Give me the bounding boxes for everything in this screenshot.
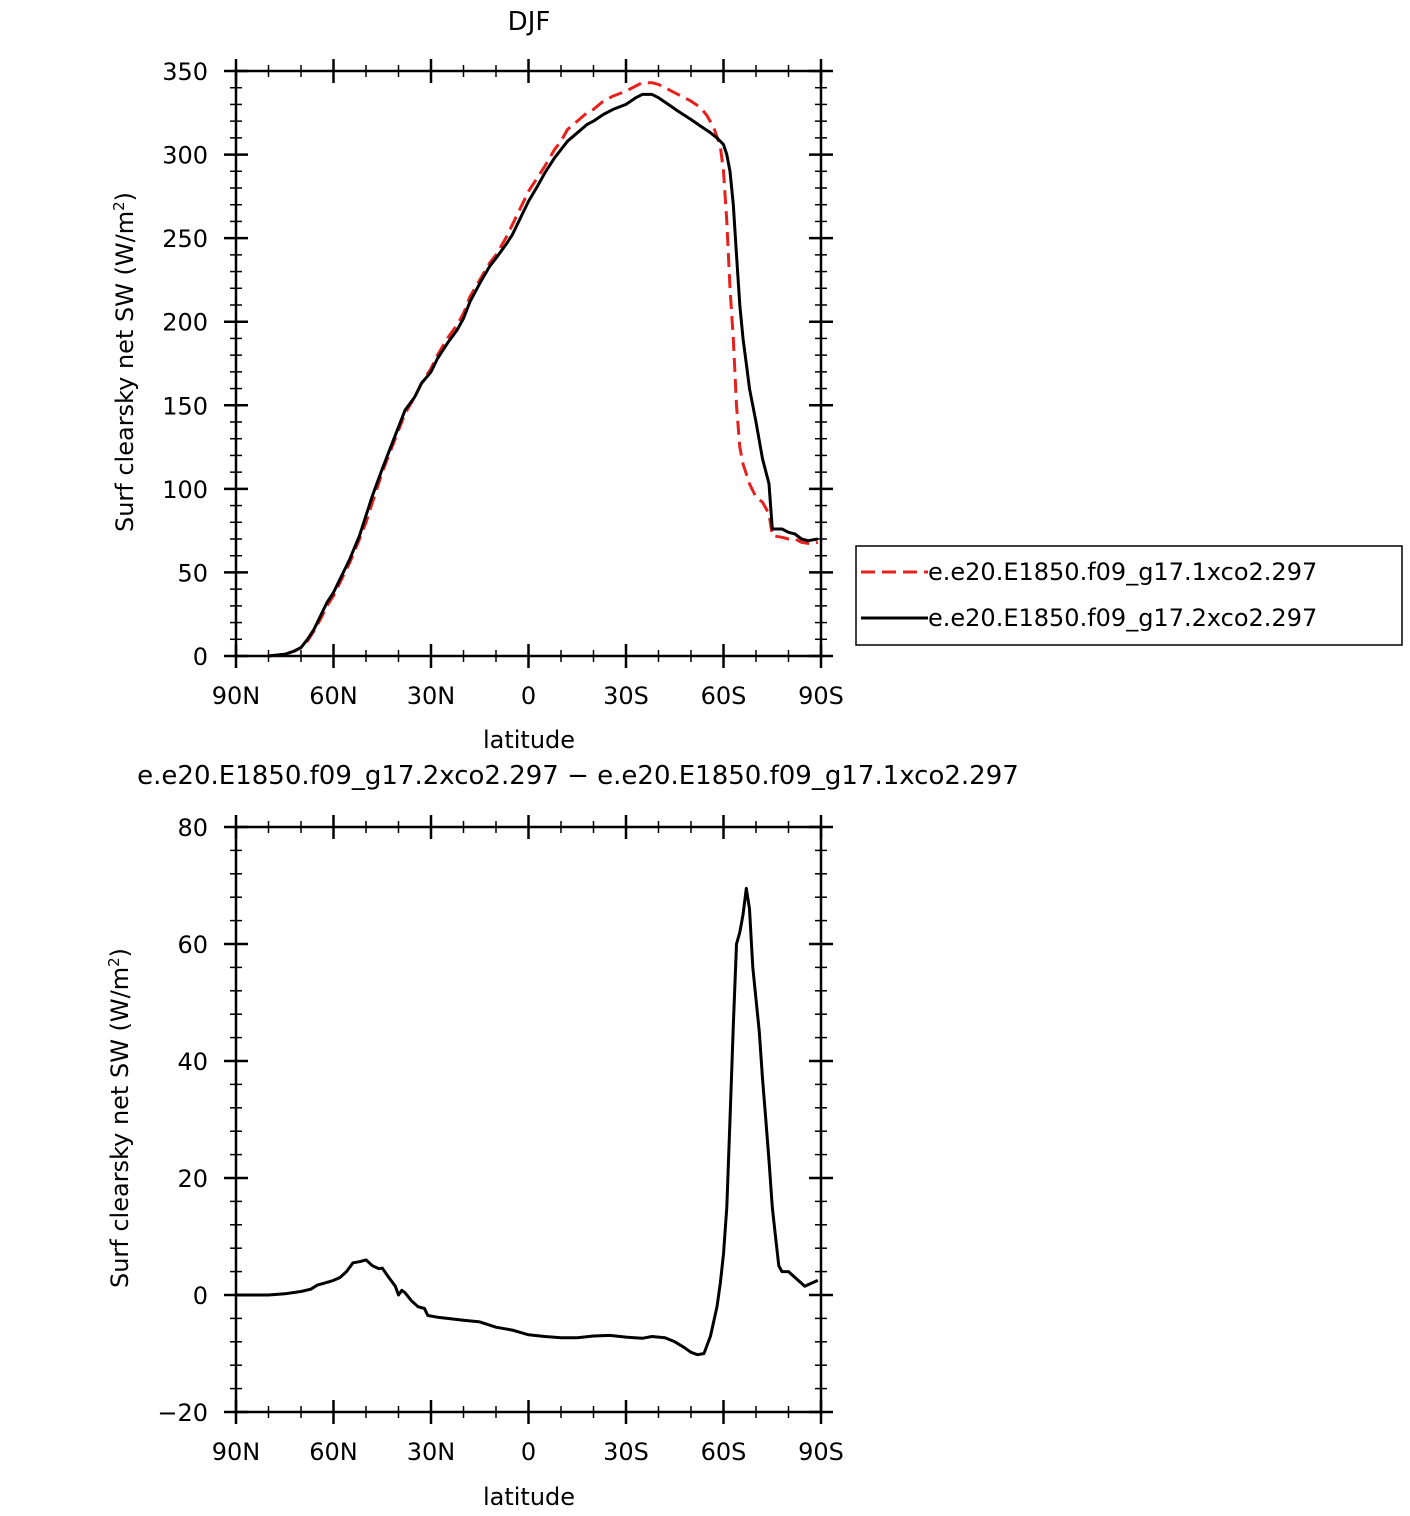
top-x-axis-label: latitude	[483, 726, 575, 754]
bottom-x-tick-label: 30N	[407, 1438, 456, 1466]
top-y-tick-label: 350	[162, 58, 208, 86]
bottom-y-tick-label: −20	[157, 1399, 208, 1427]
bottom-plot-frame	[234, 825, 823, 1414]
bottom-y-tick-label: 40	[177, 1048, 208, 1076]
bottom-panel: e.e20.E1850.f09_g17.2xco2.297 − e.e20.E1…	[105, 761, 1019, 1511]
top-x-tick-label: 60S	[701, 682, 747, 710]
top-y-axis-label: Surf clearsky net SW (W/m2)	[110, 192, 139, 532]
top-series-line-1	[268, 81, 819, 658]
top-chart-title: DJF	[508, 7, 551, 37]
top-series-line-2	[268, 92, 819, 658]
top-y-tick-label: 300	[162, 142, 208, 170]
bottom-y-tick-label: 0	[193, 1282, 208, 1310]
bottom-x-tick-label: 90S	[798, 1438, 844, 1466]
top-y-tick-label: 250	[162, 225, 208, 253]
top-panel: DJF 90N 60N 30N 0 30S 60S 90S 0 50 100 150 200 250 30…	[110, 7, 844, 754]
top-y-tick-label: 0	[193, 643, 208, 671]
top-x-tick-label: 0	[521, 682, 536, 710]
bottom-x-tick-label: 30S	[603, 1438, 649, 1466]
bottom-chart-title: e.e20.E1850.f09_g17.2xco2.297 − e.e20.E1…	[137, 761, 1019, 791]
top-y-tick-label: 200	[162, 309, 208, 337]
top-y-tick-label: 50	[177, 559, 208, 587]
bottom-x-tick-label: 60N	[309, 1438, 358, 1466]
top-y-tick-label: 150	[162, 392, 208, 420]
bottom-x-tick-label: 90N	[212, 1438, 261, 1466]
top-y-tick-label: 100	[162, 476, 208, 504]
top-x-tick-label: 30N	[407, 682, 456, 710]
bottom-y-axis-label: Surf clearsky net SW (W/m2)	[105, 948, 134, 1288]
legend-label-series2: e.e20.E1850.f09_g17.2xco2.297	[928, 604, 1317, 632]
top-x-tick-label: 90N	[212, 682, 261, 710]
top-x-tick-label: 90S	[798, 682, 844, 710]
bottom-y-tick-label: 80	[177, 814, 208, 842]
top-plot-area: 90N 60N 30N 0 30S 60S 90S 0 50 100 150 200 250 300 350	[162, 58, 844, 710]
legend-box	[855, 545, 1403, 646]
bottom-y-tick-label: 20	[177, 1165, 208, 1193]
bottom-x-axis-label: latitude	[483, 1483, 575, 1511]
top-x-tick-label: 30S	[603, 682, 649, 710]
legend-label-series1: e.e20.E1850.f09_g17.1xco2.297	[928, 558, 1317, 586]
bottom-series-line-1	[236, 886, 819, 1357]
bottom-x-tick-label: 60S	[701, 1438, 747, 1466]
bottom-x-tick-label: 0	[521, 1438, 536, 1466]
top-x-tick-label: 60N	[309, 682, 358, 710]
bottom-plot-area: 90N 60N 30N 0 30S 60S 90S −20 0 20 40 60 80	[157, 814, 844, 1466]
legend: e.e20.E1850.f09_g17.1xco2.297 e.e20.E185…	[855, 545, 1403, 646]
bottom-y-tick-label: 60	[177, 931, 208, 959]
